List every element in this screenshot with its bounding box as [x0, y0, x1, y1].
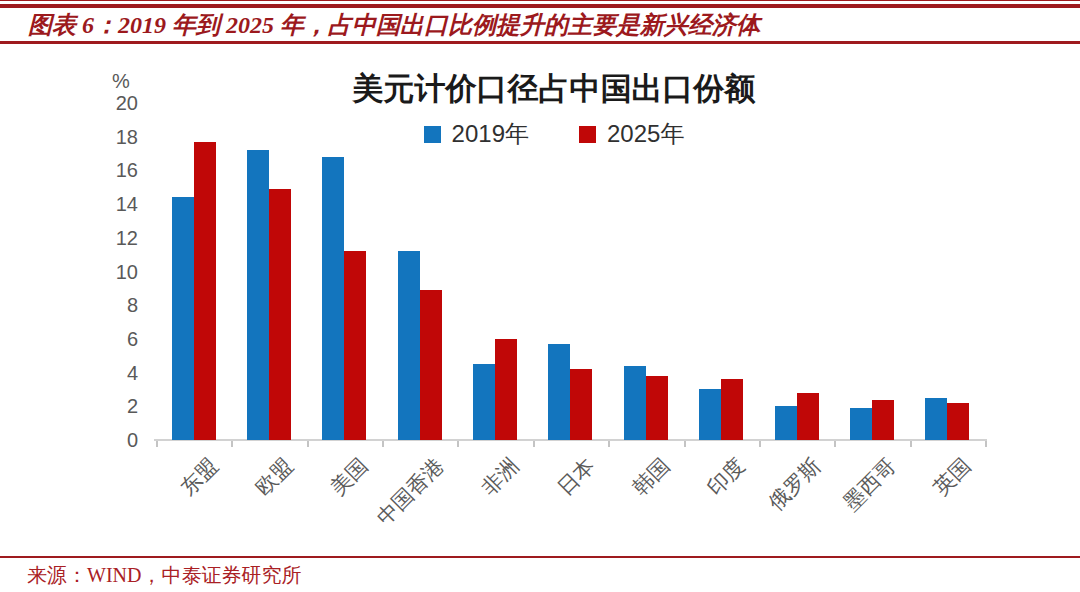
- x-label-韩国: 韩国: [626, 452, 675, 501]
- bar-2019年-中国香港: [398, 251, 420, 440]
- y-tick-label-20: 20: [58, 92, 138, 114]
- bar-2019年-日本: [548, 344, 570, 440]
- bar-2025年-非洲: [495, 339, 517, 440]
- x-axis-tick: [533, 441, 535, 447]
- y-tick-label-2: 2: [58, 395, 138, 417]
- bar-2019年-韩国: [624, 366, 646, 440]
- y-tick-label-14: 14: [58, 193, 138, 215]
- x-label-东盟: 东盟: [174, 452, 223, 501]
- bar-2025年-中国香港: [420, 290, 442, 440]
- y-tick-label-18: 18: [58, 126, 138, 148]
- bar-2025年-韩国: [646, 376, 668, 440]
- bar-2019年-墨西哥: [850, 408, 872, 440]
- x-axis-tick: [457, 441, 459, 447]
- bar-2019年-非洲: [473, 364, 495, 440]
- bar-2019年-东盟: [172, 197, 194, 440]
- x-axis-tick: [382, 441, 384, 447]
- x-axis-tick: [834, 441, 836, 447]
- bar-2019年-欧盟: [247, 150, 269, 440]
- bar-2025年-英国: [947, 403, 969, 440]
- x-axis-tick: [608, 441, 610, 447]
- y-axis-unit-label: %: [112, 70, 130, 93]
- bar-2025年-墨西哥: [872, 400, 894, 440]
- bottom-rule: [0, 556, 1080, 558]
- x-axis-tick: [307, 441, 309, 447]
- bar-2025年-东盟: [194, 142, 216, 440]
- bar-2025年-印度: [721, 379, 743, 440]
- x-axis-tick: [759, 441, 761, 447]
- bar-2019年-俄罗斯: [775, 406, 797, 440]
- y-tick-label-10: 10: [58, 261, 138, 283]
- bar-2019年-美国: [322, 157, 344, 440]
- x-label-美国: 美国: [325, 452, 374, 501]
- bar-2019年-印度: [699, 389, 721, 440]
- x-axis-tick: [985, 441, 987, 447]
- report-figure-page: 图表 6：2019 年到 2025 年，占中国出口比例提升的主要是新兴经济体 美…: [0, 0, 1080, 592]
- x-label-墨西哥: 墨西哥: [837, 452, 901, 516]
- bar-2025年-日本: [570, 369, 592, 440]
- y-tick-label-6: 6: [58, 328, 138, 350]
- plot-area: % 0 2 4 6 8 10 12 14 16 18 20 东盟欧盟美国中国香港非洲日本韩国印度俄罗斯…: [0, 0, 1080, 592]
- x-label-中国香港: 中国香港: [370, 452, 449, 531]
- x-label-日本: 日本: [551, 452, 600, 501]
- x-axis-tick: [156, 441, 158, 447]
- bar-2025年-欧盟: [269, 189, 291, 440]
- y-tick-label-16: 16: [58, 159, 138, 181]
- x-label-欧盟: 欧盟: [249, 452, 298, 501]
- source-attribution: 来源：WIND，中泰证券研究所: [27, 562, 301, 589]
- x-label-印度: 印度: [702, 452, 751, 501]
- x-label-非洲: 非洲: [475, 452, 524, 501]
- y-tick-label-8: 8: [58, 294, 138, 316]
- y-tick-label-4: 4: [58, 362, 138, 384]
- x-axis-tick: [684, 441, 686, 447]
- bar-2025年-俄罗斯: [797, 393, 819, 440]
- y-tick-label-12: 12: [58, 227, 138, 249]
- x-label-俄罗斯: 俄罗斯: [762, 452, 826, 516]
- bar-2019年-英国: [925, 398, 947, 440]
- bar-2025年-美国: [344, 251, 366, 440]
- x-label-英国: 英国: [928, 452, 977, 501]
- y-tick-label-0: 0: [58, 429, 138, 451]
- x-axis-tick: [231, 441, 233, 447]
- x-axis-tick: [910, 441, 912, 447]
